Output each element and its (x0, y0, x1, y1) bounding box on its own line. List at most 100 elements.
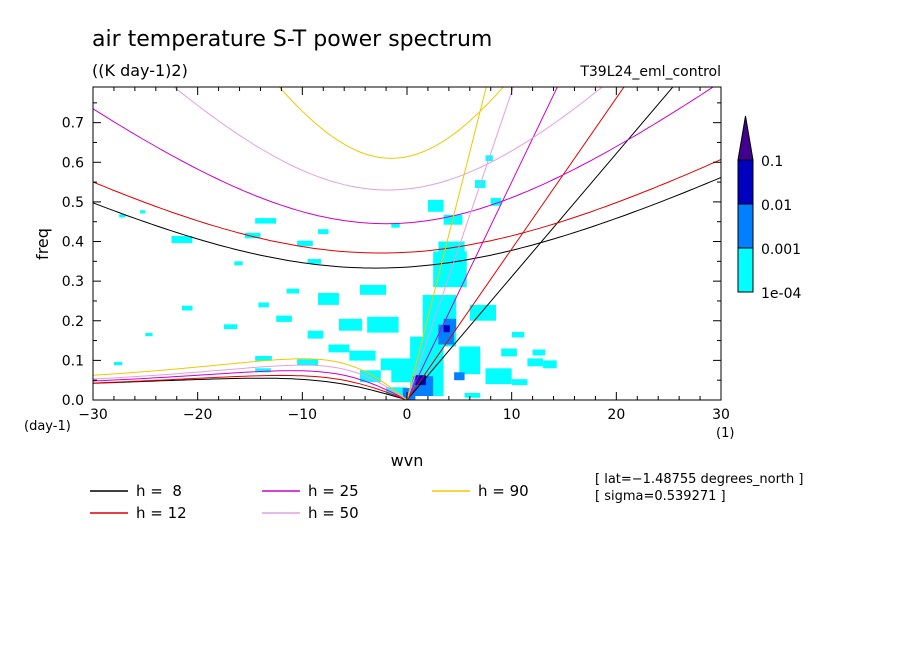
x-tick-label: 30 (712, 407, 730, 423)
rossby-curve (93, 374, 408, 400)
y-unit-label: (day-1) (24, 419, 71, 434)
power-cell (255, 218, 277, 224)
inertia-gravity-curve (93, 87, 714, 225)
power-cell (307, 259, 322, 264)
power-cell (359, 284, 387, 295)
power-cell (391, 223, 400, 228)
x-tick-labels: −30 −20 −10 0 10 20 30 (78, 407, 730, 423)
colorbar-label: 0.1 (761, 154, 783, 170)
legend-label: h = 90 (478, 482, 529, 500)
power-cell (454, 372, 465, 381)
power-cell (258, 302, 269, 308)
rossby-curve (93, 358, 408, 400)
colorbar-arrow (737, 115, 754, 161)
power-cell (469, 304, 496, 321)
power-cell (443, 325, 450, 333)
inertia-gravity-curve (93, 159, 721, 254)
colorbar-label: 0.01 (761, 198, 792, 214)
power-cell (276, 315, 292, 322)
kelvin-curve (406, 87, 514, 400)
power-cell (490, 197, 502, 206)
power-cell (171, 236, 193, 244)
legend-label: h = 12 (136, 504, 187, 522)
x-tick-label: −30 (78, 407, 108, 423)
y-axis-label: freq (33, 228, 52, 260)
dispersion-curves (93, 87, 721, 400)
power-cell (145, 333, 153, 337)
y-tick-label: 0.6 (62, 155, 84, 171)
power-cell (511, 331, 525, 338)
power-cell (113, 362, 123, 366)
kelvin-curve (406, 87, 674, 400)
power-cell (182, 305, 193, 311)
power-cell (328, 344, 350, 353)
inertia-gravity-curve (93, 177, 721, 269)
y-tick-label: 0.3 (62, 274, 84, 290)
legend-label: h = 8 (136, 482, 182, 500)
x-tick-label: 20 (607, 407, 625, 423)
y-tick-label: 0.2 (62, 314, 84, 330)
colorbar-segment (737, 203, 754, 249)
inertia-gravity-curve (173, 87, 603, 191)
power-cell (286, 288, 300, 294)
power-cell (318, 229, 329, 234)
power-cell (297, 359, 318, 366)
colorbar-label: 1e-04 (761, 286, 801, 302)
latitude-info: [ lat=−1.48755 degrees_north ] (595, 472, 803, 487)
power-cell (359, 370, 381, 383)
power-cell (255, 356, 272, 361)
power-cell (223, 324, 238, 330)
power-cell (427, 199, 444, 212)
rossby-curve (93, 370, 408, 400)
x-unit-label: (1) (716, 426, 734, 441)
rossby-curve (93, 364, 408, 400)
power-cell (485, 368, 512, 385)
power-cell (543, 360, 557, 369)
legend-label: h = 25 (308, 482, 359, 500)
power-cell (443, 318, 457, 331)
kelvin-curve (406, 87, 558, 400)
chart-subtitle: ((K day-1)2) (92, 61, 188, 80)
kelvin-curve (406, 87, 625, 400)
y-tick-label: 0.0 (62, 393, 84, 409)
power-cell (255, 368, 271, 373)
power-cell (307, 330, 324, 339)
plot-frame (92, 86, 722, 401)
x-axis-label: wvn (391, 451, 424, 470)
power-cell (339, 318, 362, 331)
power-cell (234, 261, 243, 266)
colorbar-segment (737, 159, 754, 205)
power-cell (349, 350, 376, 361)
legend: h = 8 h = 12 h = 25 h = 50 h = 90 (90, 482, 529, 522)
chart-title: air temperature S-T power spectrum (92, 27, 492, 52)
power-cell (297, 240, 313, 247)
y-tick-label: 0.1 (62, 353, 84, 369)
sigma-info: [ sigma=0.539271 ] (595, 489, 726, 504)
power-cell (140, 210, 146, 214)
x-tick-label: −10 (288, 407, 318, 423)
power-cell (367, 316, 399, 333)
power-cell (527, 358, 544, 367)
power-cell (119, 214, 126, 218)
power-cell (464, 392, 481, 398)
power-cell (459, 346, 481, 375)
run-label: T39L24_eml_control (579, 64, 721, 80)
y-tick-label: 0.4 (62, 235, 84, 251)
y-tick-label: 0.7 (62, 116, 84, 132)
y-tick-label: 0.5 (62, 195, 84, 211)
colorbar: 1e-04 0.001 0.01 0.1 (737, 115, 801, 302)
x-tick-label: 0 (403, 407, 412, 423)
power-cell (532, 349, 546, 356)
power-cell (318, 293, 339, 305)
power-shading (113, 155, 557, 400)
colorbar-label: 0.001 (761, 242, 801, 258)
power-cell (244, 232, 261, 239)
power-cell (501, 348, 517, 357)
power-cell (511, 379, 528, 386)
legend-label: h = 50 (308, 504, 359, 522)
inertia-gravity-curve (278, 87, 504, 159)
axis-ticks (92, 87, 722, 401)
y-tick-labels: 0.0 0.1 0.2 0.3 0.4 0.5 0.6 0.7 (62, 116, 84, 409)
power-cell (380, 358, 397, 371)
